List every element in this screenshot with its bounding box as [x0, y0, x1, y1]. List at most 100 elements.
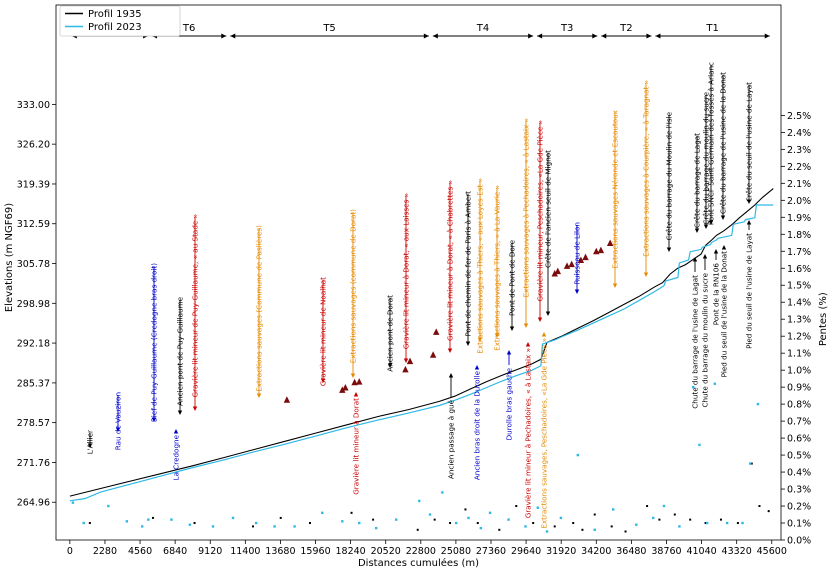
annotation-label: Pied du seuil de l'usine de Layat	[745, 233, 754, 349]
annotation: Gravière lit mineur à Dorat, « aux Laiss…	[402, 193, 411, 363]
zone-arrow-right	[592, 33, 598, 39]
gradient-marker-1935	[646, 505, 649, 508]
annotation: Ancien passage à gué	[447, 373, 456, 479]
gravel-pit-marker	[339, 386, 346, 393]
annotation-arrow-head	[525, 342, 531, 347]
annotation-arrow-head	[746, 220, 752, 225]
y2-tick-label: 1.5%	[787, 281, 811, 292]
x-tick-label: 11400	[230, 546, 260, 557]
annotation: Ancien pont de Dorat	[386, 295, 395, 372]
gravel-pit-marker	[568, 260, 575, 268]
gradient-marker-2023	[273, 525, 276, 528]
gravel-pit-marker	[429, 351, 437, 358]
annotation: Gravière lit mineur à Pechadoires, « à L…	[524, 342, 533, 518]
gradient-marker-2023	[749, 462, 752, 465]
y-tick-label: 285.37	[17, 378, 50, 389]
gradient-marker-2023	[545, 530, 549, 533]
y-tick-label: 298.98	[17, 299, 50, 310]
gradient-marker-2023	[341, 520, 344, 523]
gradient-marker-1935	[532, 522, 535, 525]
y2-tick-label: 0.8%	[787, 400, 811, 411]
x-tick-label: 43320	[722, 546, 752, 557]
gradient-marker-1935	[624, 530, 627, 533]
annotation-arrow-head	[403, 358, 409, 363]
annotation: Gravière lit mineur, Peschadoires, «La G…	[536, 120, 545, 322]
y2-tick-label: 1.1%	[787, 349, 811, 360]
gradient-marker-1935	[151, 516, 154, 519]
annotation-arrow-head	[151, 417, 157, 422]
gravel-pit-marker	[563, 262, 571, 269]
annotation-label: Gravière lit mineur à Pechadoires, « à L…	[524, 348, 533, 518]
y-axis-title: Elevations (m NGF69)	[4, 203, 15, 312]
annotation-arrow-head	[387, 363, 393, 368]
annotation: Extractions sauvages à Thiers, « à La Va…	[493, 185, 502, 351]
x-tick-label: 6840	[163, 546, 187, 557]
annotation-arrow-head	[721, 245, 727, 250]
gravel-pit-marker	[402, 365, 409, 373]
annotation: Chute du barrage du moulin du sucre	[701, 254, 710, 408]
annotation-label: La Credogne	[172, 434, 181, 480]
gradient-marker-2023	[170, 518, 173, 521]
annotation-arrow-head	[448, 373, 454, 378]
y2-tick-label: 1.9%	[787, 213, 811, 224]
gradient-marker-2023	[507, 518, 510, 521]
annotation-arrow-head	[173, 429, 179, 434]
y2-tick-label: 0.1%	[787, 519, 811, 530]
gradient-marker-2023	[756, 402, 760, 406]
gradient-marker-2023	[428, 513, 432, 516]
x-tick-label: 15960	[300, 546, 330, 557]
gradient-marker-2023	[455, 521, 458, 525]
annotation: Extractions sauvages (Commune de Paslièr…	[255, 225, 264, 398]
annotation-arrow-head	[694, 228, 700, 233]
zone-arrow-left	[601, 33, 607, 39]
annotation: Durolle bras gauche	[505, 350, 514, 440]
x-tick-label: 34200	[581, 546, 611, 557]
annotation-arrow-head	[713, 249, 719, 254]
gradient-marker-1935	[476, 522, 479, 525]
annotation-arrow-head	[746, 199, 752, 204]
annotation-arrow-head	[447, 348, 453, 353]
x-tick-label: 20520	[371, 546, 401, 557]
y2-tick-label: 1.8%	[787, 230, 811, 241]
annotation-arrow-head	[256, 393, 262, 398]
zone-t3: T3	[537, 23, 598, 39]
gradient-marker-1935	[372, 518, 375, 521]
y2-tick-label: 1.6%	[787, 264, 811, 275]
x-tick-label: 13680	[265, 546, 295, 557]
gradient-marker-2023	[374, 526, 378, 530]
y-tick-label: 312.59	[17, 219, 50, 230]
x-tick-label: 45600	[757, 546, 787, 557]
y2-tick-label: 1.3%	[787, 315, 811, 326]
annotation-label: Ancien bras droit de la Durolle	[473, 370, 482, 480]
annotation: Extractions sauvages (commune de Dorat)	[349, 209, 358, 378]
annotation-arrow-head	[474, 365, 480, 370]
y-tick-label: 333.00	[17, 100, 50, 111]
annotation: Extractions sauvages, Peschadoires, «La …	[540, 332, 549, 529]
gravel-pit-marker	[351, 378, 358, 386]
annotation-arrow-head	[541, 332, 547, 337]
y2-tick-label: 0.3%	[787, 485, 811, 496]
gradient-marker-2023	[652, 516, 655, 520]
gradient-marker-1935	[572, 522, 575, 525]
legend-entry: Profil 2023	[88, 22, 142, 33]
gravel-pit-marker	[551, 269, 558, 277]
x-tick-label: 41040	[686, 546, 716, 557]
gradient-marker-1935	[581, 528, 584, 531]
zone-t5: T5	[230, 23, 429, 39]
zone-arrow-left	[230, 33, 236, 39]
annotation-label: Ancien passage à gué	[447, 399, 456, 479]
annotation-arrow-head	[612, 283, 618, 288]
y2-tick-label: 0.4%	[787, 468, 811, 479]
y2-tick-label: 1.7%	[787, 247, 811, 258]
y-tick-label: 326.20	[17, 140, 50, 151]
gravel-pit-marker	[606, 239, 614, 247]
y2-tick-label: 1.0%	[787, 366, 811, 377]
zone-t1: T1	[655, 23, 770, 39]
annotation: L'Allier	[86, 430, 95, 454]
annotation: Ruisseau de Lilon	[573, 222, 582, 294]
gradient-marker-1935	[350, 511, 353, 514]
annotation-arrow-head	[465, 341, 471, 346]
y2-tick-label: 2.3%	[787, 145, 811, 156]
gradient-marker-2023	[662, 504, 666, 508]
